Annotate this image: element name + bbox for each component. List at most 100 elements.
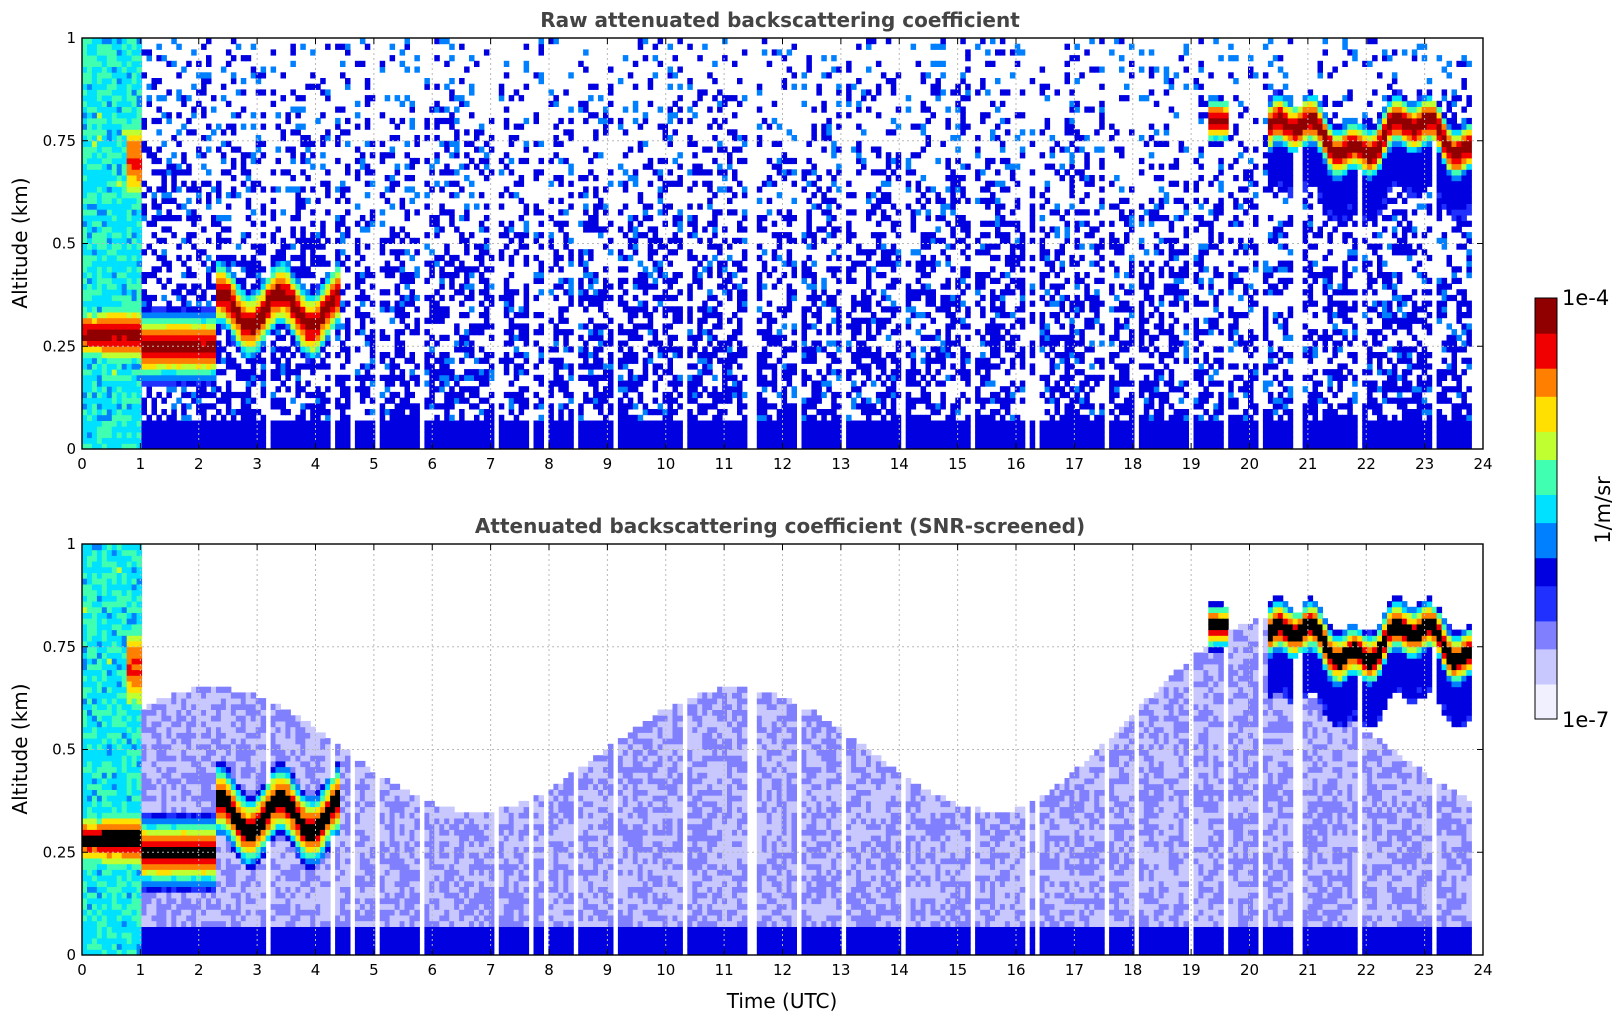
- heatmap-cell: [82, 294, 88, 302]
- heatmap-cell: [826, 232, 832, 239]
- heatmap-cell: [756, 283, 763, 290]
- heatmap-cell: [483, 163, 490, 170]
- heatmap-cell: [523, 403, 530, 410]
- heatmap-cell: [826, 203, 832, 210]
- heatmap-cell: [414, 323, 420, 330]
- heatmap-cell: [235, 277, 242, 284]
- heatmap-cell: [191, 426, 197, 433]
- heatmap-cell: [364, 272, 371, 279]
- heatmap-cell: [712, 346, 718, 353]
- heatmap-cell: [290, 431, 296, 439]
- heatmap-cell: [260, 140, 267, 147]
- heatmap-cell: [761, 283, 768, 290]
- heatmap-cell: [687, 374, 693, 381]
- heatmap-cell: [697, 334, 703, 341]
- heatmap-cell: [196, 363, 202, 370]
- heatmap-cell: [414, 403, 420, 410]
- heatmap-cell: [508, 380, 515, 387]
- heatmap-cell: [459, 357, 465, 364]
- heatmap-cell: [121, 78, 128, 85]
- heatmap-cell: [488, 300, 495, 307]
- heatmap-cell: [136, 152, 143, 159]
- heatmap-cell: [732, 391, 738, 399]
- heatmap-cell: [146, 100, 152, 107]
- heatmap-cell: [161, 437, 167, 444]
- heatmap-cell: [230, 426, 237, 433]
- heatmap-cell: [558, 443, 564, 450]
- heatmap-cell: [424, 232, 430, 239]
- heatmap-cell: [191, 220, 197, 227]
- heatmap-cell: [87, 72, 93, 79]
- heatmap-cell: [111, 266, 118, 273]
- heatmap-cell: [439, 306, 445, 313]
- heatmap-cell: [732, 272, 738, 279]
- heatmap-cell: [211, 106, 217, 113]
- heatmap-cell: [603, 443, 609, 450]
- heatmap-cell: [369, 283, 376, 290]
- heatmap-cell: [96, 374, 103, 381]
- heatmap-cell: [632, 357, 639, 364]
- heatmap-cell: [444, 334, 450, 341]
- heatmap-cell: [702, 226, 708, 233]
- heatmap-cell: [508, 95, 515, 102]
- heatmap-cell: [687, 249, 693, 256]
- heatmap-cell: [220, 317, 227, 324]
- heatmap-cell: [478, 323, 485, 330]
- heatmap-cell: [82, 66, 88, 73]
- heatmap-cell: [518, 334, 525, 341]
- heatmap-cell: [216, 300, 222, 307]
- heatmap-cell: [469, 340, 475, 347]
- heatmap-cell: [186, 357, 192, 364]
- heatmap-cell: [111, 192, 118, 199]
- heatmap-cell: [483, 409, 490, 416]
- heatmap-cell: [558, 312, 564, 319]
- heatmap-cell: [116, 83, 123, 90]
- heatmap-cell: [488, 283, 495, 290]
- heatmap-cell: [211, 437, 217, 444]
- heatmap-cell: [583, 175, 589, 182]
- heatmap-cell: [617, 363, 624, 370]
- heatmap-cell: [151, 334, 157, 341]
- heatmap-cell: [717, 123, 723, 130]
- heatmap-cell: [131, 426, 138, 433]
- heatmap-cell: [310, 369, 316, 376]
- heatmap-cell: [816, 391, 822, 399]
- heatmap-cell: [211, 317, 217, 324]
- heatmap-cell: [593, 112, 599, 119]
- heatmap-cell: [320, 346, 326, 353]
- heatmap-cell: [558, 197, 564, 204]
- heatmap-cell: [131, 157, 138, 165]
- heatmap-cell: [240, 106, 247, 113]
- heatmap-cell: [181, 391, 187, 399]
- heatmap-cell: [270, 397, 277, 404]
- heatmap-cell: [741, 391, 748, 399]
- heatmap-cell: [533, 209, 539, 216]
- heatmap-cell: [345, 254, 351, 262]
- heatmap-cell: [424, 277, 430, 284]
- heatmap-cell: [96, 123, 103, 130]
- heatmap-cell: [91, 306, 98, 313]
- heatmap-cell: [518, 391, 525, 399]
- heatmap-cell: [707, 243, 713, 250]
- heatmap-cell: [82, 226, 88, 233]
- heatmap-cell: [260, 317, 267, 324]
- heatmap-cell: [662, 323, 668, 330]
- heatmap-cell: [320, 254, 326, 262]
- heatmap-cell: [91, 106, 98, 113]
- heatmap-cell: [260, 431, 267, 439]
- heatmap-cell: [131, 180, 138, 187]
- heatmap-cell: [340, 323, 346, 330]
- heatmap-cell: [245, 380, 252, 387]
- heatmap-cell: [593, 152, 599, 159]
- heatmap-cell: [166, 157, 172, 165]
- heatmap-cell: [320, 300, 326, 307]
- heatmap-cell: [285, 409, 291, 416]
- heatmap-cell: [444, 426, 450, 433]
- heatmap-cell: [434, 317, 440, 324]
- heatmap-cell: [280, 129, 286, 136]
- heatmap-cell: [245, 329, 252, 336]
- heatmap-cell: [434, 135, 440, 142]
- heatmap-cell: [230, 334, 237, 341]
- heatmap-cell: [235, 243, 242, 250]
- heatmap-cell: [91, 226, 98, 233]
